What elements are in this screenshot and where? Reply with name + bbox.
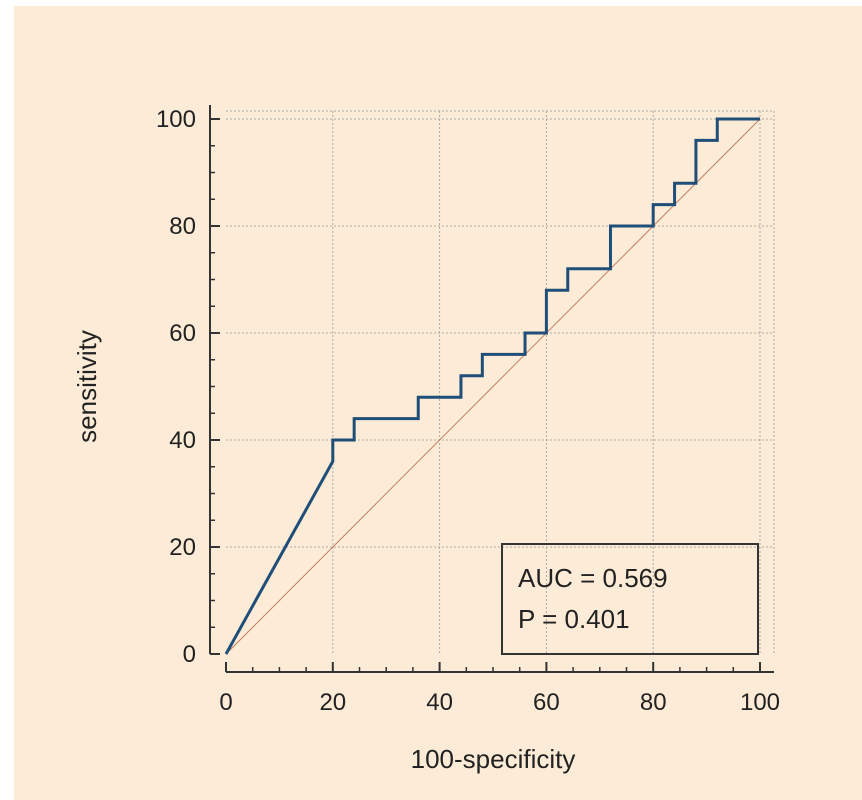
y-tick-label: 20	[169, 534, 196, 561]
y-tick-label: 100	[156, 106, 196, 133]
annotation-frame	[501, 543, 759, 655]
x-tick-label: 0	[219, 689, 232, 716]
auc-label: AUC = 0.569	[518, 563, 668, 593]
axes: 0 20 40 60 80 100 0 20 40 60 80 100	[156, 105, 780, 716]
x-tick-label: 100	[740, 689, 780, 716]
y-tick-label: 40	[169, 427, 196, 454]
roc-curve	[224, 117, 760, 655]
x-tick-label: 20	[319, 689, 346, 716]
p-value-label: P = 0.401	[518, 604, 630, 634]
reference-diagonal	[225, 118, 761, 655]
y-axis-title: sensitivity	[72, 330, 102, 443]
y-tick-label: 80	[169, 213, 196, 240]
x-tick-label: 80	[640, 689, 667, 716]
grid	[226, 110, 775, 654]
series-layer	[224, 117, 760, 655]
y-tick-label: 0	[183, 641, 196, 668]
annotation-box: AUC = 0.569 P = 0.401	[501, 543, 759, 655]
x-axis-title: 100-specificity	[411, 744, 576, 774]
y-tick-label: 60	[169, 320, 196, 347]
roc-figure: 0 20 40 60 80 100 0 20 40 60 80 100 AUC = 0.569 P =…	[14, 6, 862, 800]
roc-chart: 0 20 40 60 80 100 0 20 40 60 80 100 AUC = 0.569 P =…	[72, 105, 780, 774]
x-tick-label: 40	[426, 689, 453, 716]
x-tick-label: 60	[533, 689, 560, 716]
reference-line-layer	[225, 118, 761, 655]
